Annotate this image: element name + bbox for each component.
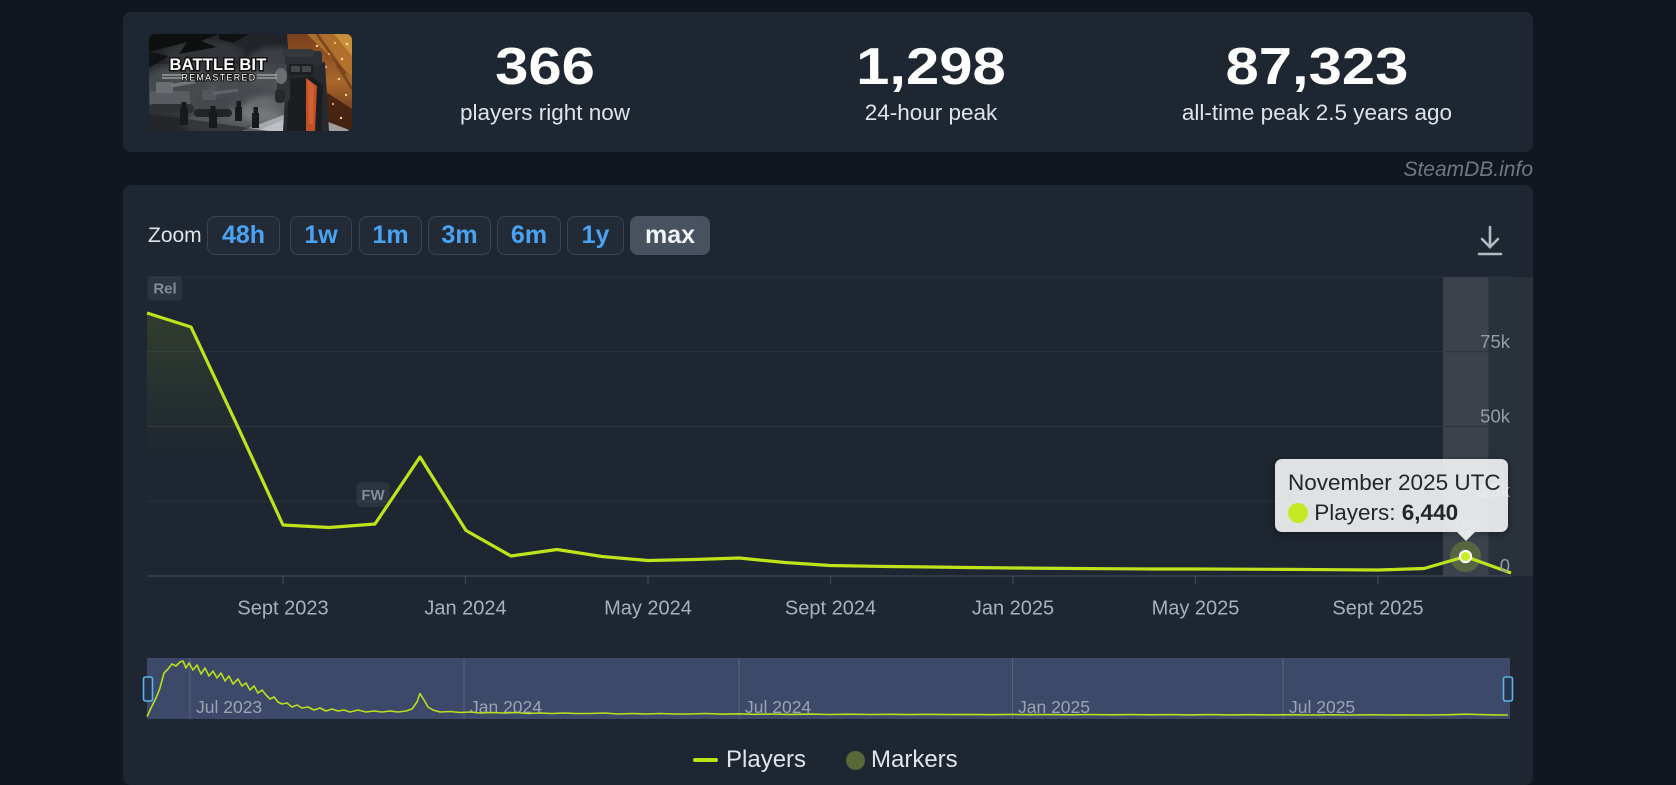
- svg-text:May 2024: May 2024: [604, 598, 692, 620]
- svg-text:Jul 2023: Jul 2023: [196, 697, 262, 717]
- svg-text:50k: 50k: [1480, 406, 1511, 427]
- svg-text:May 2025: May 2025: [1152, 598, 1240, 620]
- svg-text:REMASTERED: REMASTERED: [181, 73, 256, 83]
- svg-text:Jul 2024: Jul 2024: [745, 697, 811, 717]
- svg-text:Sept 2023: Sept 2023: [237, 598, 328, 620]
- svg-text:Sept 2024: Sept 2024: [785, 598, 876, 620]
- svg-text:Sept 2025: Sept 2025: [1332, 598, 1423, 620]
- svg-text:Jan 2024: Jan 2024: [424, 598, 506, 620]
- svg-text:BATTLE BIT: BATTLE BIT: [169, 56, 266, 74]
- svg-text:75k: 75k: [1480, 331, 1511, 352]
- svg-text:Rel: Rel: [153, 281, 176, 298]
- svg-text:FW: FW: [361, 487, 385, 504]
- svg-text:Jan 2025: Jan 2025: [972, 598, 1054, 620]
- svg-text:Jan 2025: Jan 2025: [1018, 697, 1090, 717]
- svg-text:0: 0: [1500, 555, 1510, 576]
- svg-text:Jul 2025: Jul 2025: [1289, 697, 1355, 717]
